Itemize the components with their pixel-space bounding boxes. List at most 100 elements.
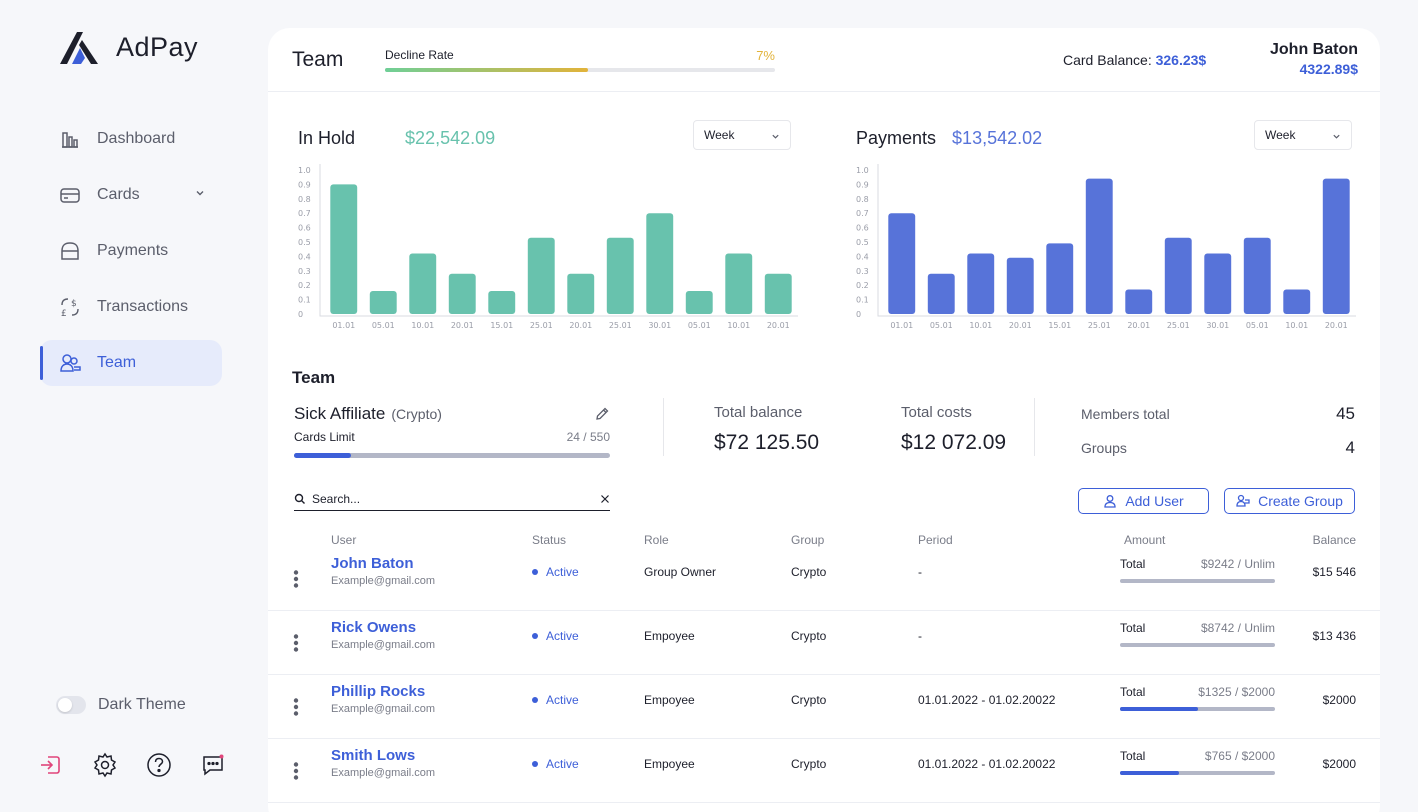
x-tick-label: 20.01: [1325, 321, 1348, 330]
row-menu-icon[interactable]: [292, 569, 300, 589]
user-name-link[interactable]: Phillip Rocks: [331, 683, 426, 700]
user-account[interactable]: John Baton 4322.89$: [1270, 41, 1358, 77]
column-header-period[interactable]: Period: [918, 533, 953, 547]
chart-bar[interactable]: [967, 253, 995, 315]
add-user-button[interactable]: Add User: [1078, 488, 1209, 514]
sidebar-item-dashboard[interactable]: Dashboard: [40, 116, 222, 162]
status-badge: Active: [532, 565, 579, 579]
members-total-value: 45: [1336, 404, 1355, 423]
dark-theme-toggle[interactable]: Dark Theme: [56, 696, 186, 714]
chart-bar[interactable]: [369, 291, 397, 314]
chart-bar[interactable]: [527, 237, 555, 314]
team-icon: [58, 351, 82, 375]
chart-bar[interactable]: [646, 213, 674, 314]
settings-gear-icon[interactable]: [92, 752, 118, 778]
chart-bar[interactable]: [725, 253, 753, 315]
chart-bar[interactable]: [330, 184, 358, 314]
row-menu-icon[interactable]: [292, 761, 300, 781]
chart-bar[interactable]: [1243, 237, 1271, 314]
chevron-down-icon: [1333, 134, 1340, 139]
help-icon[interactable]: [146, 752, 172, 778]
chart-bar[interactable]: [1125, 289, 1153, 315]
logout-icon[interactable]: [38, 752, 64, 778]
chart-bar[interactable]: [1164, 237, 1192, 314]
svg-text:$: $: [71, 299, 77, 309]
user-name-link[interactable]: Rick Owens: [331, 619, 417, 636]
x-tick-label: 10.01: [727, 321, 750, 330]
chart-bar[interactable]: [888, 213, 916, 314]
logo[interactable]: AdPay: [58, 28, 198, 66]
group-cell: Crypto: [791, 757, 827, 771]
team-type: (Crypto): [391, 406, 442, 422]
create-group-button[interactable]: Create Group: [1224, 488, 1355, 514]
search-input[interactable]: [312, 492, 600, 506]
x-tick-label: 10.01: [969, 321, 992, 330]
sidebar-footer-icons: [38, 752, 226, 778]
y-tick-label: 0.8: [298, 195, 311, 204]
sidebar-item-cards[interactable]: Cards: [40, 172, 222, 218]
sidebar-item-payments[interactable]: Payments: [40, 228, 222, 274]
adpay-logo-icon: [60, 32, 98, 64]
y-tick-label: 0.5: [856, 238, 869, 247]
in-hold-period-select[interactable]: Week: [693, 120, 791, 150]
row-menu-icon[interactable]: [292, 633, 300, 653]
user-email: Example@gmail.com: [331, 767, 436, 779]
column-header-group[interactable]: Group: [791, 533, 825, 547]
toggle-switch[interactable]: [56, 696, 86, 714]
column-header-amount[interactable]: Amount: [1124, 533, 1166, 547]
clear-search-icon[interactable]: [600, 494, 610, 504]
sidebar-item-label: Transactions: [97, 298, 188, 315]
period-cell: -: [918, 629, 922, 643]
sidebar-item-transactions[interactable]: $ £ Transactions: [40, 284, 222, 330]
user-name-link[interactable]: Smith Lows: [331, 747, 416, 764]
table-row[interactable]: Rick Owens Example@gmail.com Active Empo…: [268, 611, 1380, 675]
payments-header: Payments $13,542.02: [856, 128, 1042, 149]
total-balance-value: $72 125.50: [714, 431, 820, 454]
y-tick-label: 0: [856, 310, 861, 319]
chart-bar[interactable]: [1085, 178, 1113, 314]
chart-bar[interactable]: [685, 291, 713, 314]
y-tick-label: 0.3: [856, 267, 869, 276]
chart-bar[interactable]: [488, 291, 516, 314]
search-box: [294, 488, 610, 511]
sidebar-nav: Dashboard Cards Payments $ £ Transactions: [40, 116, 222, 396]
y-tick-label: 0.4: [856, 252, 869, 261]
balance-cell: $2000: [1322, 757, 1356, 771]
period-cell: 01.01.2022 - 01.02.20022: [918, 693, 1056, 707]
sidebar-item-team[interactable]: Team: [40, 340, 222, 386]
user-icon: [1104, 495, 1116, 508]
wallet-icon: [58, 239, 82, 263]
chart-bar[interactable]: [1283, 289, 1311, 315]
user-name-link[interactable]: John Baton: [331, 555, 414, 572]
amount-value: $765 / $2000: [1204, 749, 1275, 763]
column-header-role[interactable]: Role: [644, 533, 669, 547]
payments-period-select[interactable]: Week: [1254, 120, 1352, 150]
chart-bar[interactable]: [1006, 257, 1034, 314]
column-header-user[interactable]: User: [331, 533, 357, 547]
x-tick-label: 20.01: [1127, 321, 1150, 330]
table-row[interactable]: Smith Lows Example@gmail.com Active Empo…: [268, 739, 1380, 803]
chart-bar[interactable]: [567, 273, 595, 314]
edit-pencil-icon[interactable]: [594, 406, 610, 422]
y-tick-label: 0.6: [298, 224, 311, 233]
chevron-down-icon[interactable]: [194, 187, 206, 199]
sidebar: AdPay Dashboard Cards Payments $ £ Tr: [0, 0, 238, 812]
chart-bar[interactable]: [1322, 178, 1350, 314]
chart-bar[interactable]: [1046, 243, 1074, 314]
chart-bar[interactable]: [927, 273, 955, 314]
column-header-status[interactable]: Status: [532, 533, 567, 547]
user-email: Example@gmail.com: [331, 639, 436, 651]
chart-bar[interactable]: [606, 237, 634, 314]
chart-bar[interactable]: [1204, 253, 1232, 315]
column-header-balance[interactable]: Balance: [1312, 533, 1356, 547]
chart-bar[interactable]: [409, 253, 437, 315]
chat-support-icon[interactable]: [200, 752, 226, 778]
decline-rate: Decline Rate 7%: [385, 48, 775, 72]
x-tick-label: 15.01: [1048, 321, 1071, 330]
table-row[interactable]: John Baton Example@gmail.com Active Grou…: [268, 547, 1380, 611]
chart-bar[interactable]: [764, 273, 792, 314]
total-costs-value: $12 072.09: [901, 431, 1007, 454]
chart-bar[interactable]: [448, 273, 476, 314]
table-row[interactable]: Phillip Rocks Example@gmail.com Active E…: [268, 675, 1380, 739]
row-menu-icon[interactable]: [292, 697, 300, 717]
